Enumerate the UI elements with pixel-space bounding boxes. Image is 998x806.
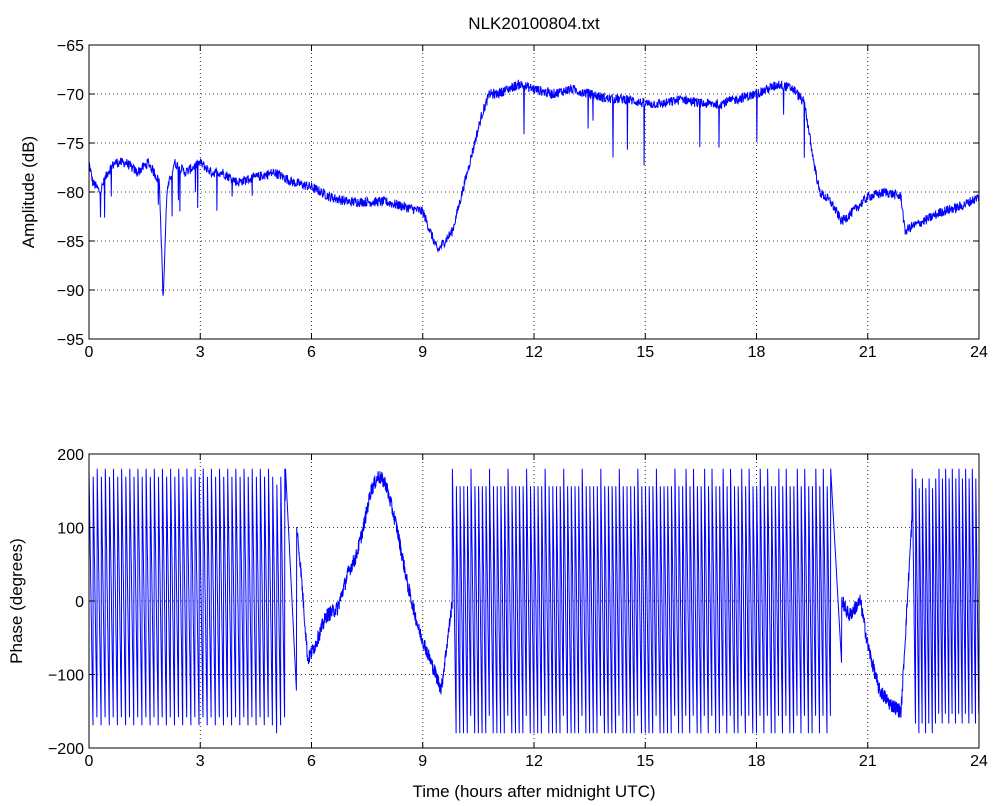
amplitude-plot: 0 3 6 9 12 15 18 21 24 −65 −70 −75 −80 −85 −90 −95 NLK2… [19, 14, 988, 361]
y-tick-label: −95 [57, 332, 84, 349]
x-tick-label: 18 [748, 753, 766, 770]
phase-x-axis-label: Time (hours after midnight UTC) [412, 782, 655, 801]
y-tick-label: −80 [57, 185, 84, 202]
y-tick-label: −100 [48, 668, 84, 685]
amplitude-y-axis-label: Amplitude (dB) [19, 136, 38, 248]
phase-y-axis-label: Phase (degrees) [7, 538, 26, 664]
x-tick-label: 0 [85, 753, 94, 770]
y-tick-label: 0 [75, 594, 84, 611]
x-tick-label: 21 [859, 344, 877, 361]
x-tick-label: 3 [196, 344, 205, 361]
y-tick-label: −65 [57, 38, 84, 55]
phase-ticks: 0 3 6 9 12 15 18 21 24 200 100 0 −100 −200 [48, 447, 988, 770]
phase-line [88, 468, 980, 734]
x-tick-label: 12 [525, 753, 543, 770]
x-tick-label: 21 [859, 753, 877, 770]
y-tick-label: 100 [57, 521, 84, 538]
y-tick-label: −75 [57, 136, 84, 153]
x-tick-label: 15 [636, 344, 654, 361]
x-tick-label: 9 [418, 753, 427, 770]
y-tick-label: −200 [48, 741, 84, 758]
x-tick-label: 15 [636, 753, 654, 770]
phase-plot: 0 3 6 9 12 15 18 21 24 200 100 0 −100 −200 Time (hour… [7, 447, 988, 801]
x-tick-label: 12 [525, 344, 543, 361]
x-tick-label: 24 [970, 753, 988, 770]
amplitude-ticks: 0 3 6 9 12 15 18 21 24 −65 −70 −75 −80 −85 −90 −95 [57, 38, 988, 361]
phase-series-line [88, 468, 980, 734]
x-tick-label: 6 [307, 344, 316, 361]
x-tick-label: 0 [85, 344, 94, 361]
x-tick-label: 3 [196, 753, 205, 770]
x-tick-label: 6 [307, 753, 316, 770]
amplitude-series-line [88, 79, 980, 296]
x-tick-label: 24 [970, 344, 988, 361]
x-tick-label: 9 [418, 344, 427, 361]
y-tick-label: −85 [57, 234, 84, 251]
y-tick-label: 200 [57, 447, 84, 464]
x-tick-label: 18 [748, 344, 766, 361]
amplitude-grid [89, 45, 979, 339]
chart-title: NLK20100804.txt [468, 14, 600, 33]
amplitude-line [88, 79, 980, 296]
y-tick-label: −70 [57, 87, 84, 104]
y-tick-label: −90 [57, 283, 84, 300]
